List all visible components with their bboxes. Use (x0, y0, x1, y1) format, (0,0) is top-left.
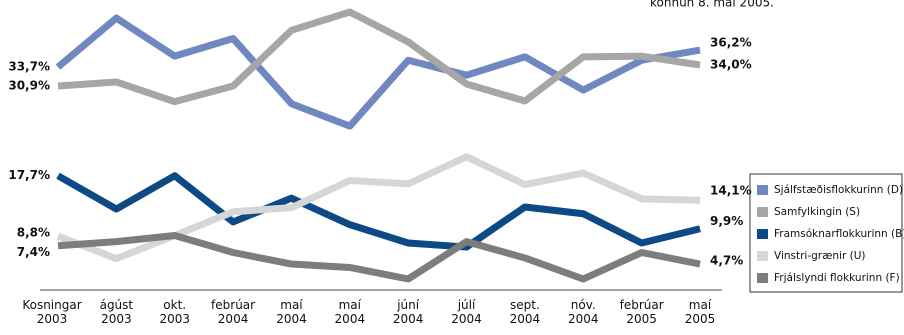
x-tick-label: júlí 2004 (451, 298, 482, 326)
x-tick-label: febrúar 2004 (211, 298, 256, 326)
x-tick-label: Kosningar 2003 (22, 298, 82, 326)
x-tick-label: maí 2004 (276, 298, 307, 326)
legend-label: Framsóknarflokkurinn (B) (774, 228, 904, 240)
series-line (57, 8, 701, 106)
value-label: 4,7% (710, 254, 743, 268)
series-line (56, 153, 701, 263)
value-label: 17,7% (8, 168, 50, 182)
x-tick-label: maí 2004 (334, 298, 366, 326)
value-label: 34,0% (710, 57, 752, 71)
legend-swatch (757, 229, 768, 239)
subtitle: könnun 8. maí 2005. (650, 0, 774, 10)
series-line (57, 232, 701, 283)
value-label: 14,1% (710, 184, 752, 198)
legend-swatch (757, 273, 768, 283)
value-label: 9,9% (710, 214, 743, 228)
legend-label: Sjálfstæðisflokkurinn (D) (774, 184, 903, 196)
x-tick-label: okt. 2003 (159, 298, 190, 326)
x-tick-label: júní 2004 (392, 298, 424, 326)
legend-swatch (757, 207, 768, 217)
value-label: 33,7% (8, 60, 50, 74)
x-tick-label: febrúar 2005 (619, 298, 664, 326)
legend-label: Vinstri-grænir (U) (774, 250, 866, 262)
x-tick-label: ágúst 2003 (99, 298, 134, 326)
series-line (55, 14, 701, 130)
legend-swatch (757, 185, 768, 195)
value-label: 36,2% (710, 36, 752, 50)
series-line (56, 172, 701, 251)
legend-label: Frjálslyndi flokkurinn (F) (774, 272, 900, 284)
x-tick-label: sept. 2004 (509, 298, 541, 326)
value-label: 8,8% (17, 226, 50, 240)
x-tick-label: maí 2005 (684, 298, 716, 326)
x-tick-label: nóv. 2004 (567, 298, 599, 326)
value-label: 30,9% (8, 79, 50, 93)
value-label: 7,4% (17, 245, 50, 259)
legend-swatch (757, 251, 768, 261)
legend (749, 173, 903, 293)
legend-label: Samfylkingin (S) (774, 206, 860, 218)
